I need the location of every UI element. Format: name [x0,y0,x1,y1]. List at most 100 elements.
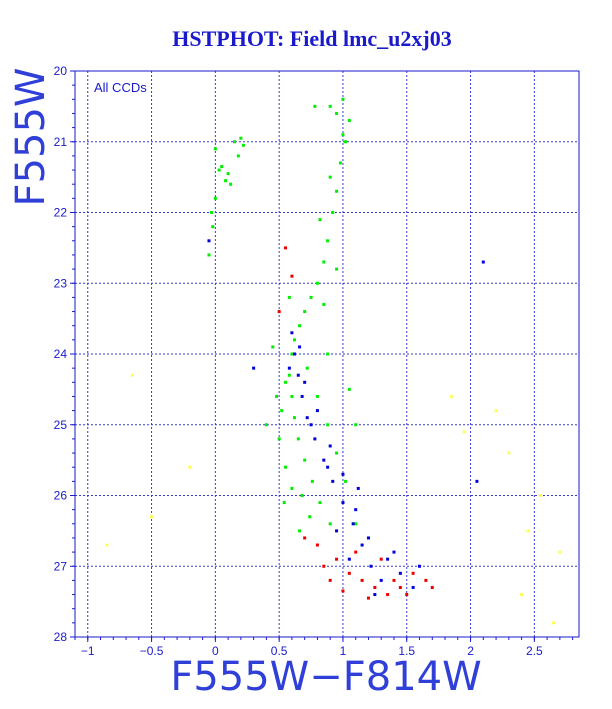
data-point [275,394,279,398]
data-point [290,486,294,490]
data-point [229,182,233,186]
data-point [313,104,317,108]
data-point [366,536,370,540]
data-point [326,352,330,356]
data-point [411,585,415,589]
data-point [105,543,109,547]
series-1 [207,239,485,597]
data-point [386,557,390,561]
data-point [386,593,390,597]
data-point [305,366,309,370]
data-point [252,366,256,370]
data-point [277,437,281,441]
data-point [341,472,345,476]
x-tick-label: 0 [212,644,219,658]
data-point [308,515,312,519]
data-point [335,111,339,115]
data-point [369,564,373,568]
data-point [298,345,302,349]
data-point [551,621,555,625]
annotation-all-ccds: All CCDs [94,80,147,95]
data-point [366,596,370,600]
data-point [213,196,217,200]
data-point [360,578,364,582]
data-point [354,508,358,512]
data-point [322,260,326,264]
series-0 [207,97,358,533]
data-point [239,136,243,140]
data-point [277,310,281,314]
y-tick-label: 23 [54,276,68,290]
x-axis-label: F555W−F814W [170,654,481,700]
data-point [335,189,339,193]
data-point [292,338,296,342]
y-tick-label: 26 [54,489,68,503]
data-point [328,522,332,526]
data-point [347,571,351,575]
data-point [130,373,134,377]
data-point [335,557,339,561]
data-point [344,479,348,483]
x-axis-ticks: −1 −0.5 0 0.5 1 1.5 2 2.5 [74,637,574,658]
scatter-points [105,97,562,625]
data-point [290,394,294,398]
data-point [315,281,319,285]
data-point [373,585,377,589]
data-point [326,465,330,469]
series-2 [277,246,434,600]
y-tick-label: 24 [54,347,68,361]
data-point [298,529,302,533]
data-point [322,458,326,462]
data-point [241,143,245,147]
data-point [411,571,415,575]
data-point [347,119,351,123]
y-tick-label: 25 [54,418,68,432]
data-point [335,267,339,271]
data-point [292,416,296,420]
data-point [287,373,291,377]
data-point [328,104,332,108]
data-point [351,522,355,526]
data-point [287,366,291,370]
data-point [210,211,214,214]
data-point [313,437,317,441]
data-point [211,225,215,229]
y-tick-label: 21 [54,135,68,149]
x-tick-label: −0.5 [140,644,164,658]
data-point [309,423,313,427]
data-point [481,260,485,264]
data-point [379,578,383,582]
data-point [341,589,345,593]
data-point [379,557,383,561]
data-point [335,451,339,455]
data-point [284,380,288,384]
data-point [290,331,294,335]
data-point [315,543,319,547]
data-point [360,543,364,547]
data-point [305,416,309,420]
data-point [328,444,332,448]
data-point [341,501,345,505]
y-axis-label: F555W [8,68,54,207]
data-point [398,571,402,575]
y-tick-label: 20 [54,64,68,78]
data-point [322,302,326,306]
data-point [232,140,236,144]
data-point [284,465,288,469]
data-point [322,564,326,568]
data-point [475,479,479,483]
data-point [290,352,294,356]
data-point [150,515,154,519]
data-point [335,529,339,533]
data-point [284,246,288,250]
data-point [303,458,307,462]
data-point [326,239,330,243]
y-tick-label: 22 [54,206,68,220]
data-point [290,274,294,278]
data-point [405,593,409,597]
data-point [354,423,358,427]
data-point [424,578,428,582]
data-point [418,564,422,568]
data-point [271,345,275,349]
